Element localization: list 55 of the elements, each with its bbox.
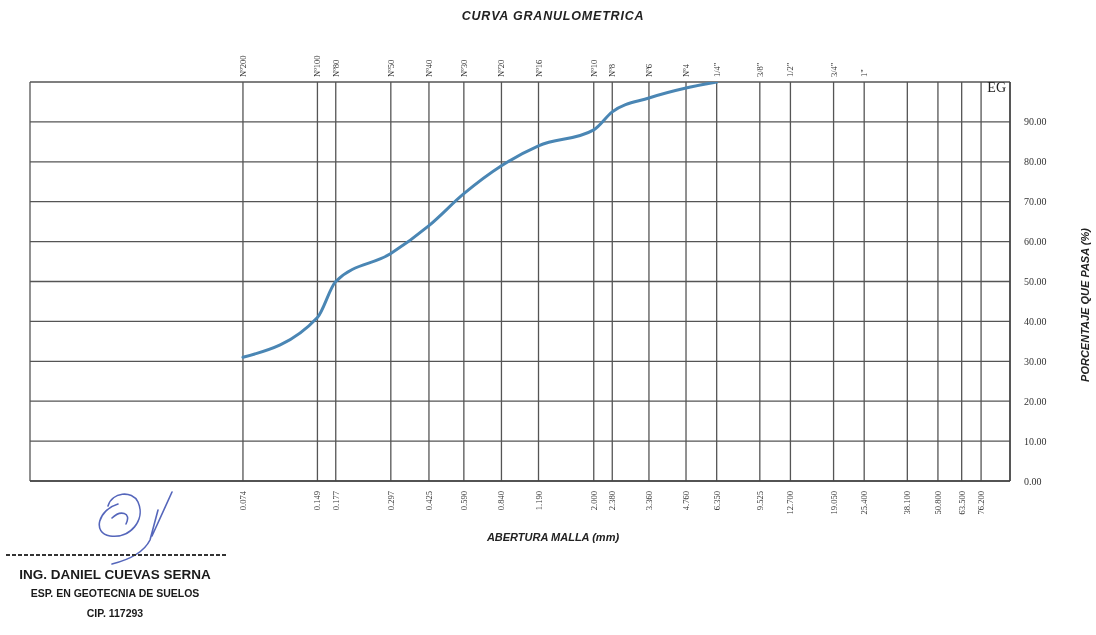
text: Nº30 xyxy=(458,59,469,77)
x-tick-label: 3.360 xyxy=(643,491,654,511)
text: 1/4" xyxy=(711,62,722,77)
y-tick-label: 40.00 xyxy=(1024,315,1047,327)
x-tick-label: 2.380 xyxy=(607,491,618,511)
text: Nº20 xyxy=(496,59,507,77)
y-tick-label: 30.00 xyxy=(1024,355,1047,367)
text: Nº100 xyxy=(312,55,323,77)
x-tick-label: 0.177 xyxy=(330,491,341,511)
y-tick-label: 60.00 xyxy=(1024,236,1047,248)
text: Nº40 xyxy=(423,59,434,77)
y-tick-label: 50.00 xyxy=(1024,276,1047,288)
x-tick-label: 19.050 xyxy=(828,491,839,515)
x-tick-label: 38.100 xyxy=(902,491,913,515)
x-tick-label: 6.350 xyxy=(711,491,722,511)
text: Nº16 xyxy=(533,59,544,77)
x-tick-label: 0.840 xyxy=(496,491,507,511)
y-axis-title: PORCENTAJE QUE PASA (%) xyxy=(1079,227,1091,382)
x-tick-label: 9.525 xyxy=(754,491,765,511)
x-tick-label: 0.425 xyxy=(423,491,434,511)
y-tick-label: 80.00 xyxy=(1024,156,1047,168)
x-tick-label: 12.700 xyxy=(785,491,796,515)
text: ING. DANIEL CUEVAS SERNA xyxy=(19,567,212,582)
x-tick-label: 25.400 xyxy=(859,491,870,515)
text: 1" xyxy=(859,69,870,77)
x-tick-label: 0.297 xyxy=(385,491,396,511)
x-tick-label: 0.074 xyxy=(237,490,248,511)
text: Nº200 xyxy=(237,55,248,77)
x-tick-label: 76.200 xyxy=(976,491,987,515)
y-tick-label: 10.00 xyxy=(1024,435,1047,447)
chart-title: CURVA GRANULOMETRICA xyxy=(461,9,645,23)
y-tick-label: 70.00 xyxy=(1024,196,1047,208)
y-tick-label: 90.00 xyxy=(1024,116,1047,128)
x-tick-label: 4.760 xyxy=(681,491,692,511)
x-tick-label: 63.500 xyxy=(956,491,967,515)
text: CIP. 117293 xyxy=(86,607,144,619)
text: Nº50 xyxy=(385,59,396,77)
text: 1/2" xyxy=(785,62,796,77)
y-tick-label: 0.00 xyxy=(1024,475,1042,487)
text: Nº80 xyxy=(330,59,341,77)
text: 3/4" xyxy=(828,62,839,77)
y-tick-label: 20.00 xyxy=(1024,395,1047,407)
text: Nº4 xyxy=(681,63,692,77)
x-tick-label: 0.590 xyxy=(458,491,469,511)
text: Nº10 xyxy=(588,59,599,77)
x-tick-label: 2.000 xyxy=(588,491,599,511)
text: 3/8" xyxy=(754,62,765,77)
x-tick-label: 1.190 xyxy=(533,491,544,511)
text: Nº6 xyxy=(643,63,654,77)
x-tick-label: 50.800 xyxy=(932,491,943,515)
text: ESP. EN GEOTECNIA DE SUELOS xyxy=(30,587,200,599)
text: Nº8 xyxy=(607,63,618,77)
x-axis-title: ABERTURA MALLA (mm) xyxy=(485,531,620,543)
annotation: EG xyxy=(987,80,1006,95)
x-tick-label: 0.149 xyxy=(312,491,323,511)
